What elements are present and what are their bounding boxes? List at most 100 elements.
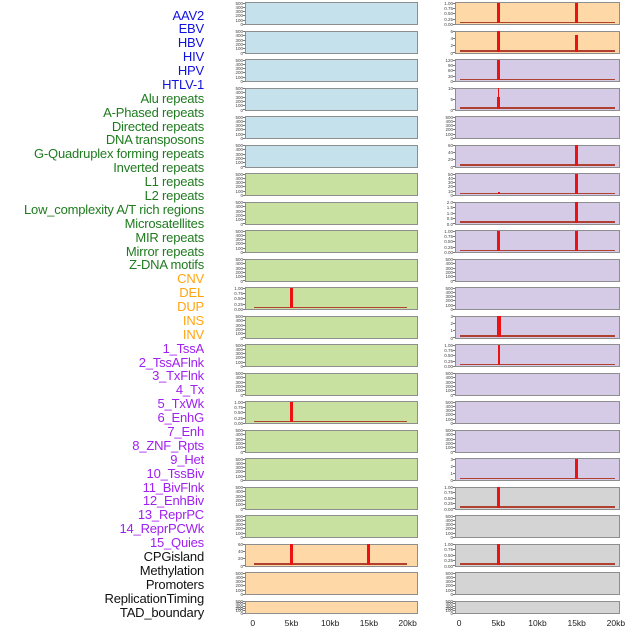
signal-baseline (460, 164, 615, 166)
signal-baseline (460, 50, 615, 52)
y-tick-mark (243, 292, 245, 294)
y-tick-mark (453, 182, 455, 184)
y-tick-mark (243, 186, 245, 188)
y-tick-mark (243, 558, 245, 560)
signal-baseline (460, 477, 615, 480)
y-tick-mark (243, 63, 245, 65)
y-tick-mark (453, 472, 455, 474)
y-tick-label: 400 (235, 118, 243, 124)
y-tick-mark (453, 296, 455, 298)
y-tick-mark (243, 430, 245, 431)
y-tick-label: 500 (235, 456, 243, 462)
y-tick-mark (243, 52, 245, 54)
y-tick-mark (243, 162, 245, 164)
y-tick-mark (453, 593, 455, 595)
y-tick-mark (453, 304, 455, 306)
y-tick-mark (243, 239, 245, 241)
y-tick-mark (453, 330, 455, 332)
y-tick-label: 300 (235, 465, 243, 471)
y-tick-mark (453, 45, 455, 47)
y-tick-mark (453, 465, 455, 467)
signal-peak-15kb (574, 230, 578, 252)
y-tick-mark (243, 348, 245, 350)
y-tick-label: 400 (235, 601, 243, 607)
y-tick-label: 0.25 (444, 501, 453, 507)
y-tick-label: 0 (240, 164, 243, 170)
y-tick-label: 2 (450, 43, 453, 49)
y-tick-label: 400 (445, 261, 453, 267)
y-tick-mark (453, 418, 455, 420)
track-label-hpv: HPV (177, 63, 204, 79)
y-tick-label: 500 (445, 371, 453, 377)
track-label-tad-boundary: TAD_boundary (119, 604, 204, 620)
y-tick-mark (243, 39, 245, 41)
y-tick-mark (453, 581, 455, 583)
y-tick-label: 0 (450, 50, 453, 56)
y-tick-label: 200 (445, 606, 453, 611)
y-tick-label: 300 (235, 322, 243, 328)
y-tick-mark (243, 607, 245, 609)
y-tick-mark (453, 70, 455, 72)
y-tick-mark (243, 149, 245, 151)
y-tick-label: 500 (445, 570, 453, 576)
y-tick-mark (243, 601, 245, 602)
y-tick-label: 500 (235, 342, 243, 348)
y-tick-mark (243, 353, 245, 355)
y-tick-label: 120 (445, 57, 453, 63)
track-label-low-complexity-a-t-rich-regions: Low_complexity A/T rich regions (24, 201, 204, 217)
y-tick-mark (243, 298, 245, 300)
y-tick-label: 200 (235, 155, 243, 161)
y-tick-mark (453, 515, 455, 517)
y-tick-label: 500 (445, 285, 453, 291)
y-tick-mark (243, 373, 245, 374)
signal-baseline (460, 21, 615, 24)
track-label-inverted-repeats: Inverted repeats (113, 160, 204, 176)
track-label-a-phased-repeats: A-Phased repeats (103, 104, 204, 120)
y-tick-mark (453, 422, 455, 424)
y-tick-mark (243, 447, 245, 449)
y-tick-label: 60 (447, 143, 453, 149)
y-tick-mark (243, 515, 245, 517)
y-tick-mark (453, 38, 455, 40)
y-tick-label: 500 (235, 428, 243, 434)
y-tick-mark (453, 125, 455, 127)
y-tick-mark (453, 585, 455, 587)
y-tick-mark (453, 565, 455, 567)
y-tick-label: 400 (235, 61, 243, 67)
y-tick-label: 100 (445, 388, 453, 394)
y-tick-mark (243, 316, 245, 317)
profile-plot-3-txflnk: 500 400 300 200 100 0 (445, 115, 620, 141)
track-label-dna-transposons: DNA transposons (105, 132, 204, 148)
y-tick-mark (243, 210, 245, 212)
y-tick-mark (243, 551, 245, 553)
y-tick-label: 20 (447, 184, 453, 190)
y-tick-mark (453, 503, 455, 505)
y-tick-label: 1.00 (444, 0, 453, 6)
y-tick-label: 0 (240, 79, 243, 84)
y-tick-mark (453, 152, 455, 154)
profile-plot-dna-transposons: 500 400 300 200 100 0 (235, 257, 418, 284)
y-tick-label: 200 (235, 355, 243, 361)
x-tick-label-right: 10kb (528, 618, 547, 628)
profile-plot-alu-repeats: 500 400 300 200 100 0 (235, 172, 418, 198)
y-tick-mark (243, 276, 245, 278)
y-tick-mark (243, 31, 245, 32)
signal-baseline (460, 249, 615, 252)
y-tick-label: 100 (445, 530, 453, 536)
y-tick-label: 300 (445, 522, 453, 528)
y-tick-label: 100 (445, 587, 453, 593)
y-tick-label: 0.25 (444, 558, 453, 564)
profile-plot-6-enhg: 2.0 1.5 1.0 0.5 0.0 (447, 200, 620, 227)
profile-plot-hbv: 500 400 300 200 100 0 (235, 58, 418, 84)
y-tick-mark (243, 280, 245, 282)
y-tick-mark (243, 125, 245, 127)
y-tick-label: 0 (240, 22, 243, 27)
y-tick-mark (453, 308, 455, 310)
track-label-inv: INV (182, 326, 204, 342)
y-tick-label: 300 (235, 522, 243, 528)
y-tick-label: 400 (445, 574, 453, 580)
track-label-cnv: CNV (177, 271, 204, 287)
y-tick-label: 300 (445, 265, 453, 271)
y-tick-mark (243, 234, 245, 236)
